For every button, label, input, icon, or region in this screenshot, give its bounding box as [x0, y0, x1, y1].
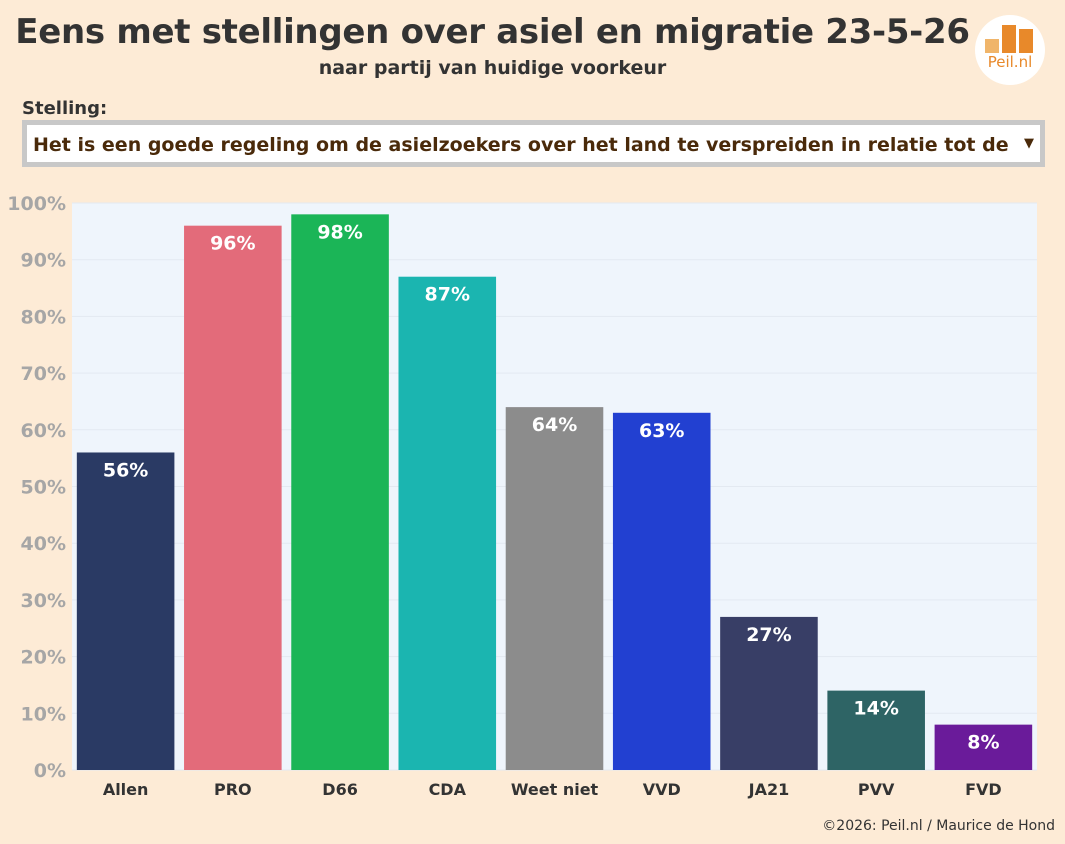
bar-chart: 0% 10% 20% 30% 40% 50% 60% 70% 80% 90% 100% 56% Alle… [7, 193, 1037, 799]
bar [720, 616, 818, 770]
bar-value-label: 27% [746, 624, 791, 646]
triangle-down-icon: ▼ [1024, 136, 1034, 151]
bar-value-label: 96% [210, 233, 255, 255]
chart-title: Eens met stellingen over asiel en migrat… [15, 12, 970, 52]
chart-subtitle: naar partij van huidige voorkeur [318, 57, 667, 79]
bar [505, 407, 604, 770]
statement-selected-value: Het is een goede regeling om de asielzoe… [33, 134, 1013, 156]
x-tick-label: PRO [214, 780, 252, 799]
x-tick-label: FVD [965, 780, 1002, 799]
bar-value-label: 98% [317, 221, 362, 243]
x-tick-label: CDA [429, 780, 467, 799]
y-tick-label: 40% [21, 533, 66, 555]
bar [76, 452, 175, 770]
bar [398, 276, 497, 770]
credit-text: ©2026: Peil.nl / Maurice de Hond [822, 818, 1055, 834]
y-tick-label: 100% [7, 193, 66, 215]
logo-text: Peil.nl [987, 53, 1033, 71]
x-tick-label: D66 [322, 780, 358, 799]
bar-value-label: 64% [532, 414, 577, 436]
y-tick-label: 50% [21, 477, 66, 499]
bar-value-label: 14% [853, 698, 898, 720]
bar-value-label: 87% [425, 284, 470, 306]
statement-label: Stelling: [22, 98, 108, 119]
bar [184, 225, 282, 770]
y-tick-label: 90% [21, 250, 66, 272]
statement-select[interactable]: Het is een goede regeling om de asielzoe… [22, 120, 1045, 167]
bar [291, 214, 389, 771]
x-tick-label: JA21 [748, 780, 790, 799]
y-tick-label: 10% [21, 703, 66, 725]
bar-value-label: 63% [639, 420, 684, 442]
bar-chart-logo-icon [985, 25, 1033, 53]
y-tick-label: 0% [34, 760, 66, 782]
bar [827, 690, 925, 770]
y-tick-label: 80% [21, 306, 66, 328]
y-tick-label: 20% [21, 647, 66, 669]
bar [934, 724, 1033, 770]
x-tick-label: Allen [103, 780, 149, 799]
y-tick-label: 30% [21, 590, 66, 612]
bar-value-label: 56% [103, 459, 148, 481]
peil-logo: Peil.nl [975, 15, 1045, 85]
y-tick-label: 60% [21, 420, 66, 442]
bar [612, 412, 711, 770]
y-tick-label: 70% [21, 363, 66, 385]
x-tick-label: Weet niet [511, 780, 599, 799]
x-tick-label: VVD [643, 780, 681, 799]
bar-value-label: 8% [967, 732, 999, 754]
x-tick-label: PVV [858, 780, 895, 799]
